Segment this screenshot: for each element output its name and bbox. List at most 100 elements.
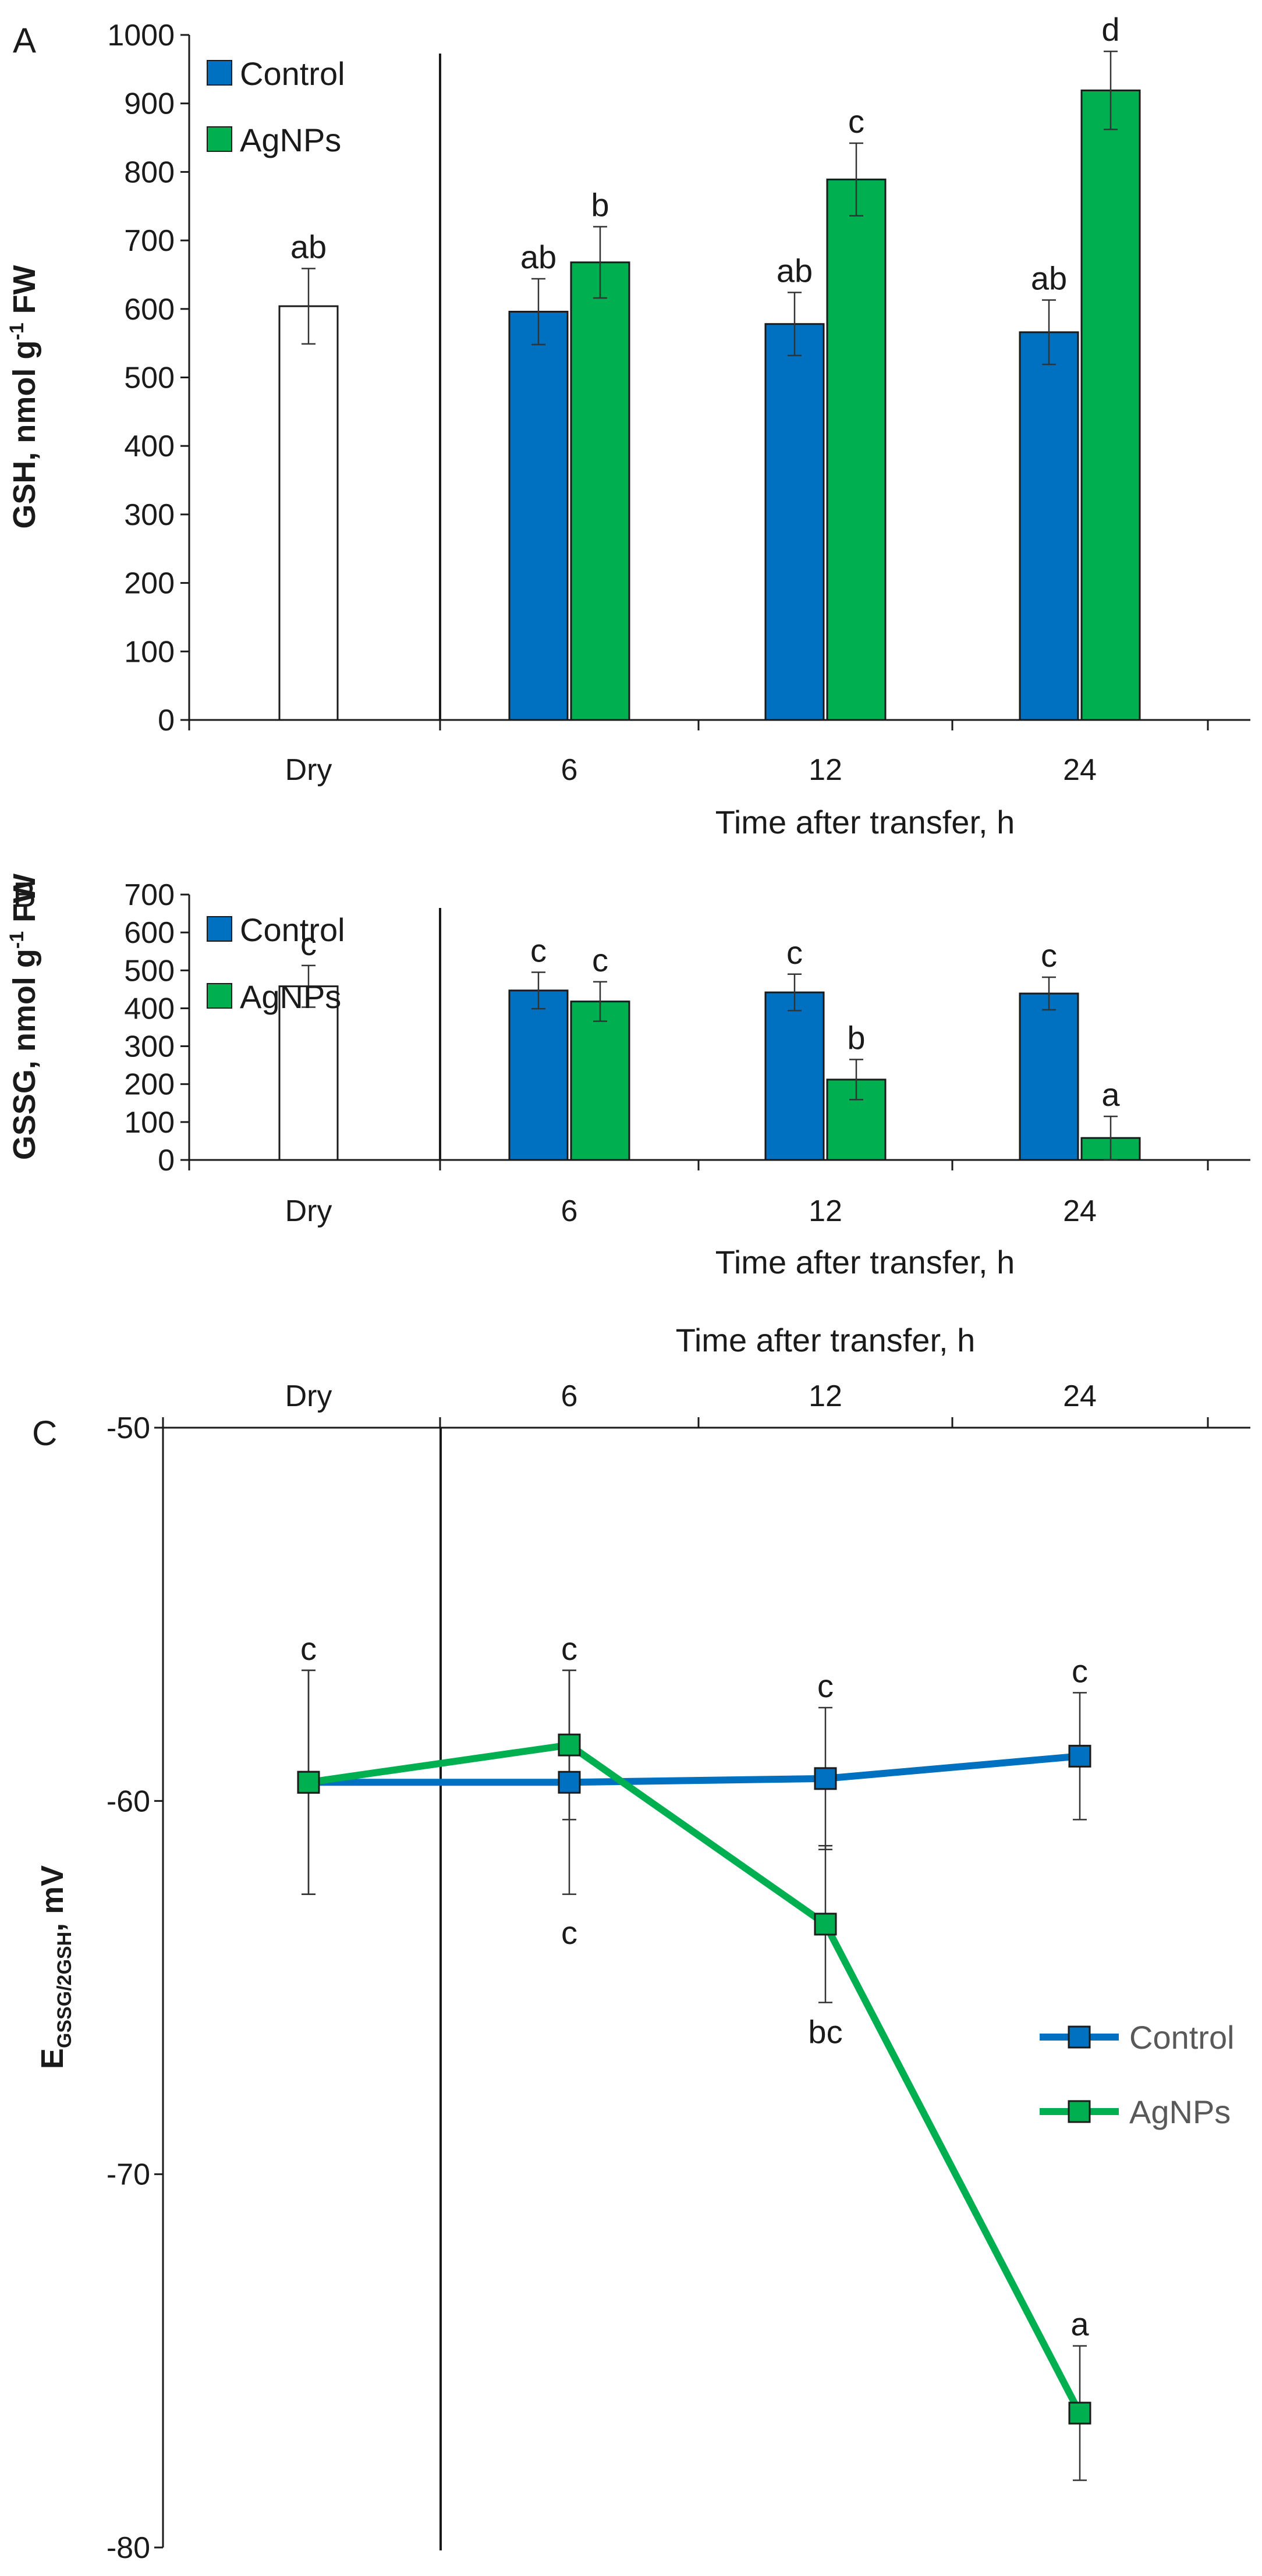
bar-control [508,989,569,1161]
bar-agnps [1080,89,1141,721]
panel-a-x-ticks [188,720,1209,730]
panel-c-legend: Control AgNPs [1040,2019,1235,2130]
panel-a-gsh-chart: A GSH, nmol g-1 FW 0 100 200 300 400 500 600 70… [6,11,1250,840]
data-point-control [1068,1744,1091,1768]
bar-agnps [570,1000,630,1161]
panel-c-y-axis-title-main: E [35,2048,70,2069]
significance-label: ab [520,239,556,275]
panel-c-label: C [32,1414,57,1453]
significance-label: ab [290,228,327,265]
panel-b-y-axis-title-main: GSSG, nmol g [7,949,42,1160]
panel-b-legend: Control AgNPs [207,911,345,1015]
panel-c-lines: c c c c c bc a [297,1630,1091,2481]
x-tick-label: Dry [285,1194,332,1228]
panel-b-gssg-chart: B GSSG, nmol g-1 FW 0 100 200 300 400 500 600 7… [6,874,1250,1280]
panel-a-y-axis-title-sup: -1 [6,322,28,340]
bar-control [1019,331,1079,721]
panel-c-legend-marker-control [1068,2025,1091,2049]
significance-label: c [561,1630,577,1667]
data-point-agnps [297,1770,320,1794]
x-tick-label: 6 [561,753,578,787]
y-tick-label: -60 [107,1784,150,1818]
panel-a-x-tick-labels: Dry 6 12 24 [285,753,1097,787]
bar-control [508,311,569,721]
data-point-agnps [1068,2401,1091,2425]
x-tick-label: 12 [809,1379,842,1413]
bar-control [764,323,825,721]
y-tick-label: 800 [124,155,175,189]
panel-c-y-axis-title-end: , mV [35,1865,70,1932]
panel-c-y-axis-title-sub: GSSG/2GSH [54,1932,76,2048]
significance-label: c [786,934,803,971]
panel-c-x-tick-labels: Dry 6 12 24 [285,1379,1097,1413]
significance-label: c [848,103,864,140]
panel-b-y-axis-title-sup: -1 [6,931,28,949]
panel-b-y-ticks [180,893,189,1161]
panel-c-legend-marker-agnps [1068,2100,1091,2123]
y-tick-label: 200 [124,1068,175,1102]
panel-b-bars: c c c c b c a [278,925,1141,1161]
y-tick-label: 100 [124,635,175,669]
y-tick-label: 900 [124,87,175,121]
significance-label: c [561,1914,577,1951]
y-tick-label: 0 [158,704,175,737]
significance-label: bc [808,2014,842,2050]
y-tick-label: 400 [124,992,175,1026]
panel-c-legend-label-control: Control [1129,2019,1235,2056]
bar-control [278,305,339,721]
panel-b-y-tick-labels: 0 100 200 300 400 500 600 700 [124,878,175,1177]
y-tick-label: -80 [107,2531,150,2565]
panel-a-y-axis-title-end: FW [7,265,42,322]
significance-label: c [300,925,317,962]
bar-agnps [826,178,887,721]
y-tick-label: 1000 [107,19,175,52]
panel-c-y-ticks [154,1427,163,2549]
panel-b-x-ticks [188,1160,1209,1170]
data-point-control [558,1770,581,1794]
panel-b-legend-swatch-agnps [207,983,232,1009]
significance-label: ab [1031,260,1067,296]
panel-c-x-axis-title: Time after transfer, h [676,1322,976,1358]
significance-label: a [1101,1076,1120,1113]
bar-control [278,985,339,1161]
panel-b-y-axis-title-end: FW [7,874,42,931]
x-tick-label: Dry [285,1379,332,1413]
significance-label: b [847,1019,865,1056]
significance-label: c [1041,937,1057,974]
significance-label: d [1101,11,1119,48]
panel-b-y-axis-title: GSSG, nmol g-1 FW [6,874,42,1160]
y-tick-label: 600 [124,293,175,327]
data-point-control [814,1767,837,1790]
x-tick-label: 6 [561,1379,578,1413]
y-tick-label: 500 [124,954,175,988]
panel-a-label: A [13,21,36,60]
panel-c-y-tick-labels: -50 -60 -70 -80 [107,1411,150,2565]
y-tick-label: 200 [124,567,175,601]
y-tick-label: 700 [124,878,175,912]
significance-label: c [300,1630,317,1667]
panel-a-y-axis-title-main: GSH, nmol g [7,340,42,529]
panel-b-legend-swatch-control [207,916,232,942]
data-point-agnps [558,1733,581,1757]
y-tick-label: 700 [124,224,175,258]
bar-agnps [570,261,630,721]
significance-label: c [592,942,608,978]
y-tick-label: 600 [124,916,175,950]
panel-a-legend-swatch-agnps [207,126,232,152]
x-tick-label: 6 [561,1194,578,1228]
panel-b-x-tick-labels: Dry 6 12 24 [285,1194,1097,1228]
x-tick-label: 12 [809,753,842,787]
panel-b-legend-label-agnps: AgNPs [240,978,341,1015]
y-tick-label: 300 [124,498,175,532]
series-line-control [309,1752,1080,1786]
bar-control [764,991,825,1161]
y-tick-label: -70 [107,2158,150,2192]
panel-c-y-axis-title: EGSSG/2GSH, mV [35,1865,76,2069]
y-tick-label: 400 [124,430,175,463]
panel-b-label: B [13,875,36,914]
bar-control [1019,992,1079,1161]
x-tick-label: 24 [1063,753,1097,787]
panel-c-legend-label-agnps: AgNPs [1129,2094,1231,2130]
panel-a-legend: Control AgNPs [207,55,345,158]
panel-a-legend-label-agnps: AgNPs [240,122,341,158]
